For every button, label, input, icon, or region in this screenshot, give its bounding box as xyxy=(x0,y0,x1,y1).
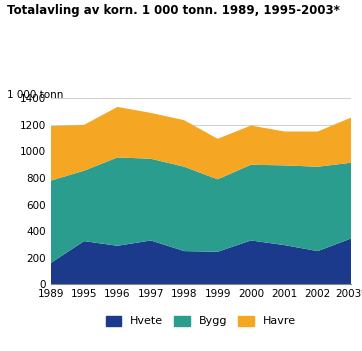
Text: Totalavling av korn. 1 000 tonn. 1989, 1995-2003*: Totalavling av korn. 1 000 tonn. 1989, 1… xyxy=(7,4,340,16)
Text: 1 000 tonn: 1 000 tonn xyxy=(7,90,64,99)
Legend: Hvete, Bygg, Havre: Hvete, Bygg, Havre xyxy=(101,311,300,331)
